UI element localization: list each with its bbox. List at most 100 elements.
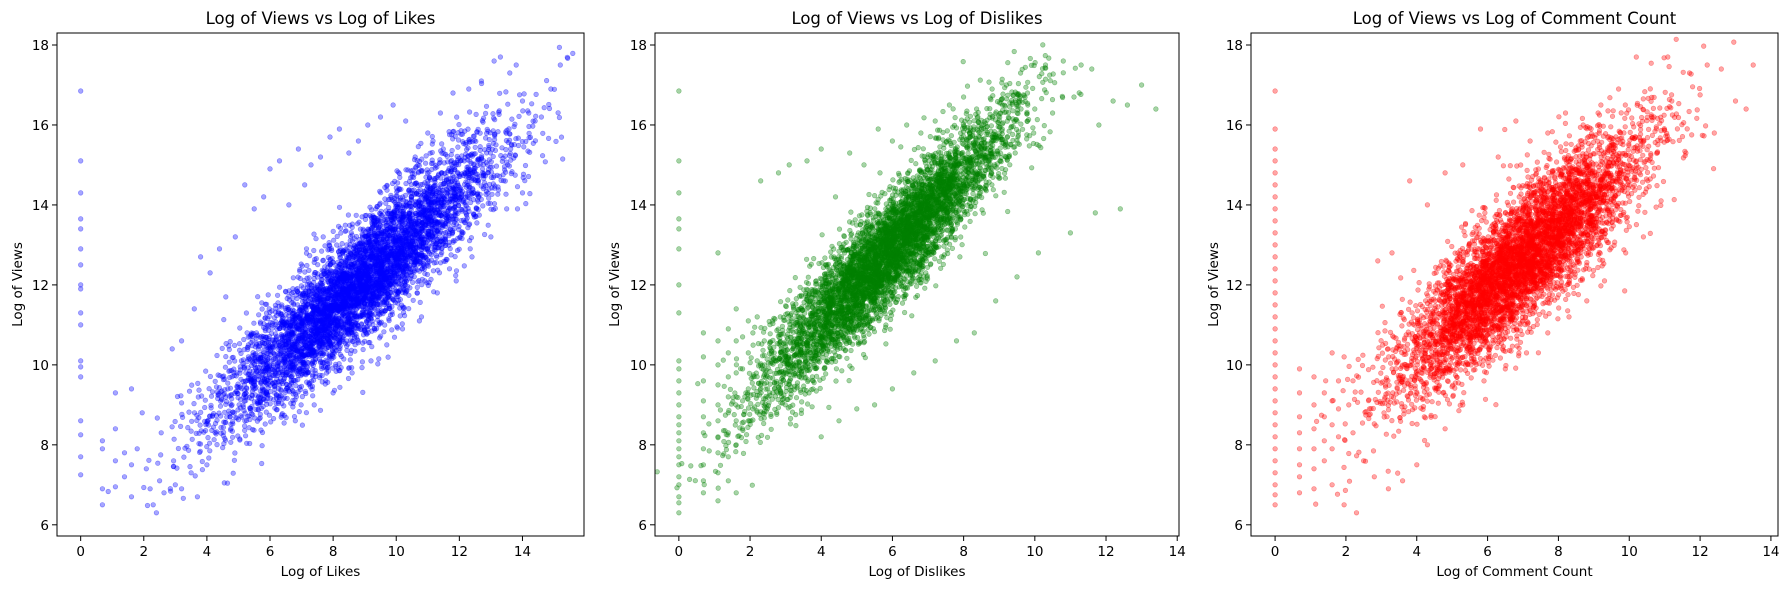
data-point bbox=[493, 206, 498, 211]
data-point bbox=[235, 416, 240, 421]
data-point bbox=[256, 407, 261, 412]
data-point bbox=[377, 302, 382, 307]
data-point bbox=[361, 390, 366, 395]
data-point bbox=[357, 267, 362, 272]
data-point bbox=[508, 132, 513, 137]
data-point bbox=[156, 461, 161, 466]
data-point bbox=[246, 345, 251, 350]
data-point bbox=[489, 159, 494, 164]
data-point bbox=[254, 334, 259, 339]
data-point bbox=[447, 267, 452, 272]
data-point bbox=[494, 143, 499, 148]
data-point bbox=[370, 344, 375, 349]
data-point bbox=[456, 145, 461, 150]
data-point bbox=[304, 410, 309, 415]
data-point bbox=[404, 267, 409, 272]
data-point bbox=[222, 317, 227, 322]
data-point bbox=[267, 314, 272, 319]
data-point bbox=[482, 232, 487, 237]
data-point bbox=[344, 228, 349, 233]
data-point bbox=[460, 158, 465, 163]
data-point bbox=[228, 386, 233, 391]
data-point bbox=[303, 270, 308, 275]
data-point bbox=[345, 348, 350, 353]
data-point bbox=[488, 131, 493, 136]
data-point bbox=[277, 285, 282, 290]
data-point bbox=[487, 182, 492, 187]
data-point bbox=[231, 471, 236, 476]
data-point bbox=[424, 154, 429, 159]
data-point bbox=[187, 389, 192, 394]
data-point bbox=[185, 444, 190, 449]
data-point bbox=[456, 130, 461, 135]
data-point bbox=[213, 421, 218, 426]
data-point bbox=[243, 434, 248, 439]
data-point bbox=[239, 386, 244, 391]
data-point bbox=[168, 486, 173, 491]
data-point bbox=[360, 365, 365, 370]
data-point bbox=[432, 183, 437, 188]
data-point bbox=[375, 247, 380, 252]
data-point bbox=[418, 257, 423, 262]
data-point bbox=[554, 139, 559, 144]
data-point bbox=[346, 213, 351, 218]
data-point bbox=[417, 159, 422, 164]
data-point bbox=[468, 159, 473, 164]
data-point bbox=[198, 423, 203, 428]
data-point bbox=[340, 241, 345, 246]
data-point bbox=[231, 355, 236, 360]
data-point bbox=[517, 93, 522, 98]
data-point bbox=[489, 207, 494, 212]
data-point bbox=[196, 381, 201, 386]
data-point bbox=[533, 114, 538, 119]
data-point bbox=[250, 404, 255, 409]
data-point bbox=[310, 360, 315, 365]
data-point bbox=[263, 316, 268, 321]
data-point bbox=[253, 365, 258, 370]
data-point bbox=[273, 391, 278, 396]
data-point bbox=[186, 425, 191, 430]
data-point bbox=[244, 379, 249, 384]
data-point bbox=[467, 188, 472, 193]
data-point bbox=[414, 191, 419, 196]
data-point bbox=[318, 360, 323, 365]
data-point bbox=[386, 355, 391, 360]
data-point bbox=[247, 441, 252, 446]
data-point bbox=[188, 464, 193, 469]
data-point bbox=[291, 276, 296, 281]
data-point bbox=[445, 230, 450, 235]
data-point bbox=[415, 291, 420, 296]
data-point bbox=[220, 389, 225, 394]
data-point bbox=[318, 408, 323, 413]
data-point bbox=[237, 341, 242, 346]
data-point bbox=[423, 247, 428, 252]
data-point bbox=[178, 424, 183, 429]
data-point bbox=[431, 269, 436, 274]
data-point bbox=[499, 153, 504, 158]
data-point bbox=[237, 403, 242, 408]
data-point bbox=[543, 160, 548, 165]
data-point bbox=[232, 343, 237, 348]
data-point bbox=[489, 175, 494, 180]
data-point bbox=[321, 258, 326, 263]
data-point bbox=[571, 51, 576, 56]
data-point bbox=[509, 143, 514, 148]
data-point bbox=[311, 280, 316, 285]
data-point bbox=[504, 192, 509, 197]
data-point bbox=[260, 443, 265, 448]
data-point bbox=[324, 371, 329, 376]
data-point bbox=[312, 260, 317, 265]
data-point bbox=[256, 313, 261, 318]
data-point bbox=[261, 404, 266, 409]
data-point bbox=[255, 294, 260, 299]
data-point bbox=[449, 152, 454, 157]
data-point bbox=[360, 360, 365, 365]
data-point bbox=[404, 181, 409, 186]
data-point bbox=[172, 437, 177, 442]
data-point bbox=[460, 236, 465, 241]
data-point bbox=[202, 405, 207, 410]
data-point bbox=[244, 394, 249, 399]
data-point bbox=[392, 179, 397, 184]
data-point bbox=[556, 111, 561, 116]
